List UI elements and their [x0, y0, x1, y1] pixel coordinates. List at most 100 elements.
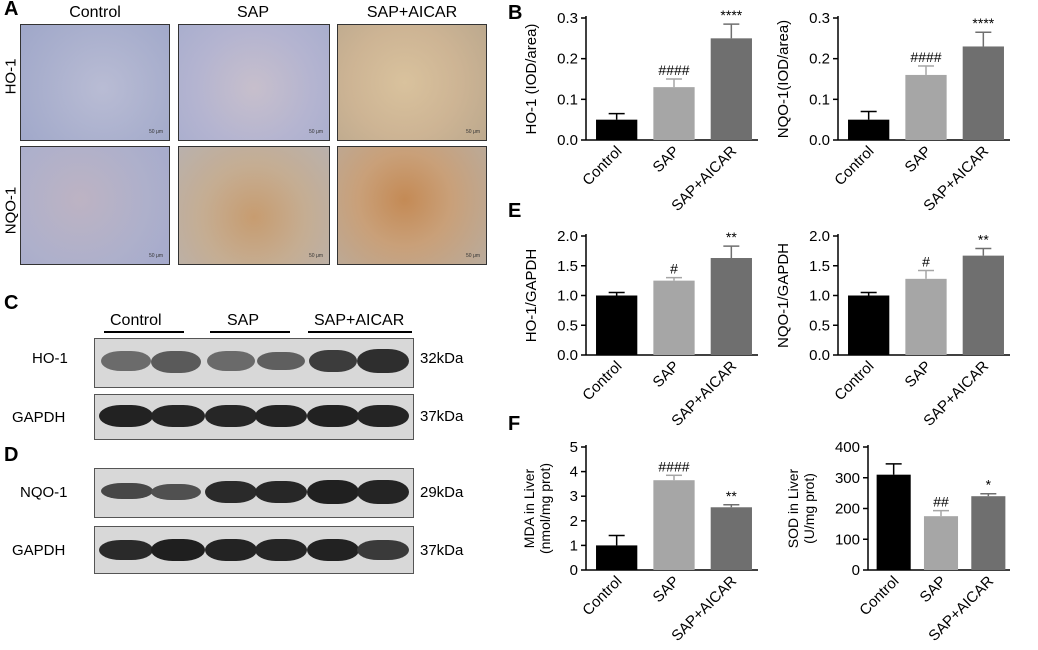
- blot-ho1: [94, 338, 414, 388]
- chart-b1-bar-0: [596, 119, 638, 140]
- chart-e2-bar-2: [962, 255, 1004, 355]
- chart-b2-annotation-2: ****: [972, 15, 994, 31]
- chart-b2-y-tick-label: 0.3: [809, 10, 830, 27]
- chart-e2-y-tick-label: 1.0: [809, 288, 830, 305]
- chart-e1-y-tick-label: 1.5: [557, 258, 578, 275]
- chart-e1-category-1: SAP: [650, 358, 683, 391]
- chart-f1-y-tick-label: 5: [570, 439, 578, 456]
- blot-group-underline: [104, 331, 184, 333]
- micrograph-col-sap: SAP: [236, 4, 269, 21]
- scale-bar-label: 50 μm: [149, 253, 163, 259]
- micrograph-nqo1-control: 50 μm: [20, 146, 170, 265]
- chart-e1-y-tick-label: 0.0: [557, 347, 578, 364]
- micrograph-nqo1-sap-aicar: 50 μm: [337, 146, 487, 265]
- micrograph-ho1-sap-aicar: 50 μm: [337, 24, 487, 141]
- chart-b1-y-tick-label: 0.3: [557, 10, 578, 27]
- chart-f1-bar-2: [710, 507, 752, 570]
- chart-e1-bar-1: [653, 280, 695, 355]
- blot-kda-ho1: 32kDa: [420, 350, 464, 367]
- chart-e2-y-tick-label: 0.0: [809, 347, 830, 364]
- chart-f1-y-tick-label: 4: [570, 464, 578, 481]
- chart-f1-y-tick-label: 1: [570, 537, 578, 554]
- chart-b1-category-0: Control: [579, 143, 625, 189]
- blot-group-sap-aicar: SAP+AICAR: [314, 312, 405, 329]
- blot-kda-gapdh-c: 37kDa: [420, 408, 464, 425]
- chart-e1-bar-2: [710, 258, 752, 355]
- chart-e2-y-tick-label: 0.5: [809, 317, 830, 334]
- panel-label-f: F: [508, 413, 521, 435]
- blot-row-gapdh: GAPDH: [12, 409, 66, 426]
- chart-b1-bar-1: [653, 87, 695, 140]
- chart-e1-y-tick-label: 2.0: [557, 228, 578, 245]
- chart-b2-bar-1: [905, 74, 947, 140]
- scale-bar-label: 50 μm: [466, 253, 480, 259]
- chart-f2-y-tick-label: 0: [852, 562, 860, 579]
- blot-row-gapdh-d: GAPDH: [12, 542, 66, 559]
- chart-b1-y-tick-label: 0.2: [557, 51, 578, 68]
- panel-label-d: D: [4, 444, 19, 466]
- chart-b2-annotation-1: ####: [910, 49, 941, 65]
- chart-f2-category-0: Control: [856, 573, 902, 619]
- chart-f2-y-tick-label: 400: [835, 439, 860, 456]
- chart-b2-y-tick-label: 0.1: [809, 91, 830, 108]
- chart-f2-y-tick-label: 300: [835, 470, 860, 487]
- chart-f1-bar-1: [653, 480, 695, 570]
- blot-gapdh-c: [94, 394, 414, 440]
- chart-e2-category-1: SAP: [902, 358, 935, 391]
- blot-kda-nqo1: 29kDa: [420, 484, 464, 501]
- chart-e1-annotation-2: **: [726, 229, 737, 245]
- chart-f1-ylabel: MDA in Liver: [521, 468, 537, 548]
- blot-group-control: Control: [110, 312, 162, 329]
- chart-f1-y-tick-label: 0: [570, 562, 578, 579]
- chart-e1-annotation-1: #: [670, 261, 678, 277]
- chart-f1-category-0: Control: [579, 573, 625, 619]
- chart-b2-bar-2: [962, 46, 1004, 140]
- chart-b2-y-tick-label: 0.2: [809, 51, 830, 68]
- micrograph-ho1-sap: 50 μm: [178, 24, 330, 141]
- chart-e1-y-tick-label: 0.5: [557, 317, 578, 334]
- chart-e2-y-tick-label: 2.0: [809, 228, 830, 245]
- chart-e2-annotation-1: #: [922, 254, 930, 270]
- micrograph-ho1-control: 50 μm: [20, 24, 170, 141]
- panel-label-b: B: [508, 2, 523, 24]
- chart-f1-bar-0: [596, 545, 638, 570]
- chart-f1-annotation-2: **: [726, 488, 737, 504]
- chart-f2-annotation-2: *: [986, 477, 992, 493]
- chart-f2-y-tick-label: 100: [835, 531, 860, 548]
- chart-e1-y-tick-label: 1.0: [557, 288, 578, 305]
- chart-f1-y-tick-label: 2: [570, 513, 578, 530]
- blot-row-nqo1: NQO-1: [20, 484, 68, 501]
- blot-group-underline: [308, 331, 412, 333]
- panel-label-c: C: [4, 292, 19, 314]
- blot-kda-gapdh-d: 37kDa: [420, 542, 464, 559]
- scale-bar-label: 50 μm: [309, 253, 323, 259]
- chart-f2-bar-1: [923, 516, 959, 570]
- scale-bar-label: 50 μm: [309, 129, 323, 135]
- blot-gapdh-d: [94, 526, 414, 574]
- chart-e1-ylabel: HO-1/GAPDH: [523, 249, 540, 342]
- chart-e1-category-0: Control: [579, 358, 625, 404]
- blot-nqo1: [94, 468, 414, 518]
- chart-e2-bar-1: [905, 278, 947, 355]
- chart-f2-category-1: SAP: [917, 573, 950, 606]
- chart-b2-bar-0: [848, 119, 890, 140]
- chart-f2-ylabel-units: (U/mg prot): [801, 473, 817, 544]
- chart-f2-ylabel: SOD in Liver: [785, 468, 801, 548]
- chart-f1-ylabel-units: (nmol/mg prot): [537, 463, 553, 554]
- chart-e2-y-tick-label: 1.5: [809, 258, 830, 275]
- micrograph-col-sap-aicar: SAP+AICAR: [366, 4, 458, 21]
- chart-b2-category-0: Control: [831, 143, 877, 189]
- chart-e2-annotation-2: **: [978, 231, 989, 247]
- chart-e2-category-0: Control: [831, 358, 877, 404]
- chart-b1-category-1: SAP: [650, 143, 683, 176]
- micrograph-col-control: Control: [69, 4, 121, 21]
- blot-row-ho1: HO-1: [32, 350, 68, 367]
- chart-f1-annotation-1: ####: [658, 458, 689, 474]
- chart-b2-category-1: SAP: [902, 143, 935, 176]
- chart-f1-y-tick-label: 3: [570, 488, 578, 505]
- panel-label-a: A: [4, 0, 19, 20]
- panel-label-e: E: [508, 200, 522, 222]
- chart-e1-bar-0: [596, 295, 638, 355]
- chart-b2-ylabel: NQO-1(IOD/area): [775, 20, 792, 138]
